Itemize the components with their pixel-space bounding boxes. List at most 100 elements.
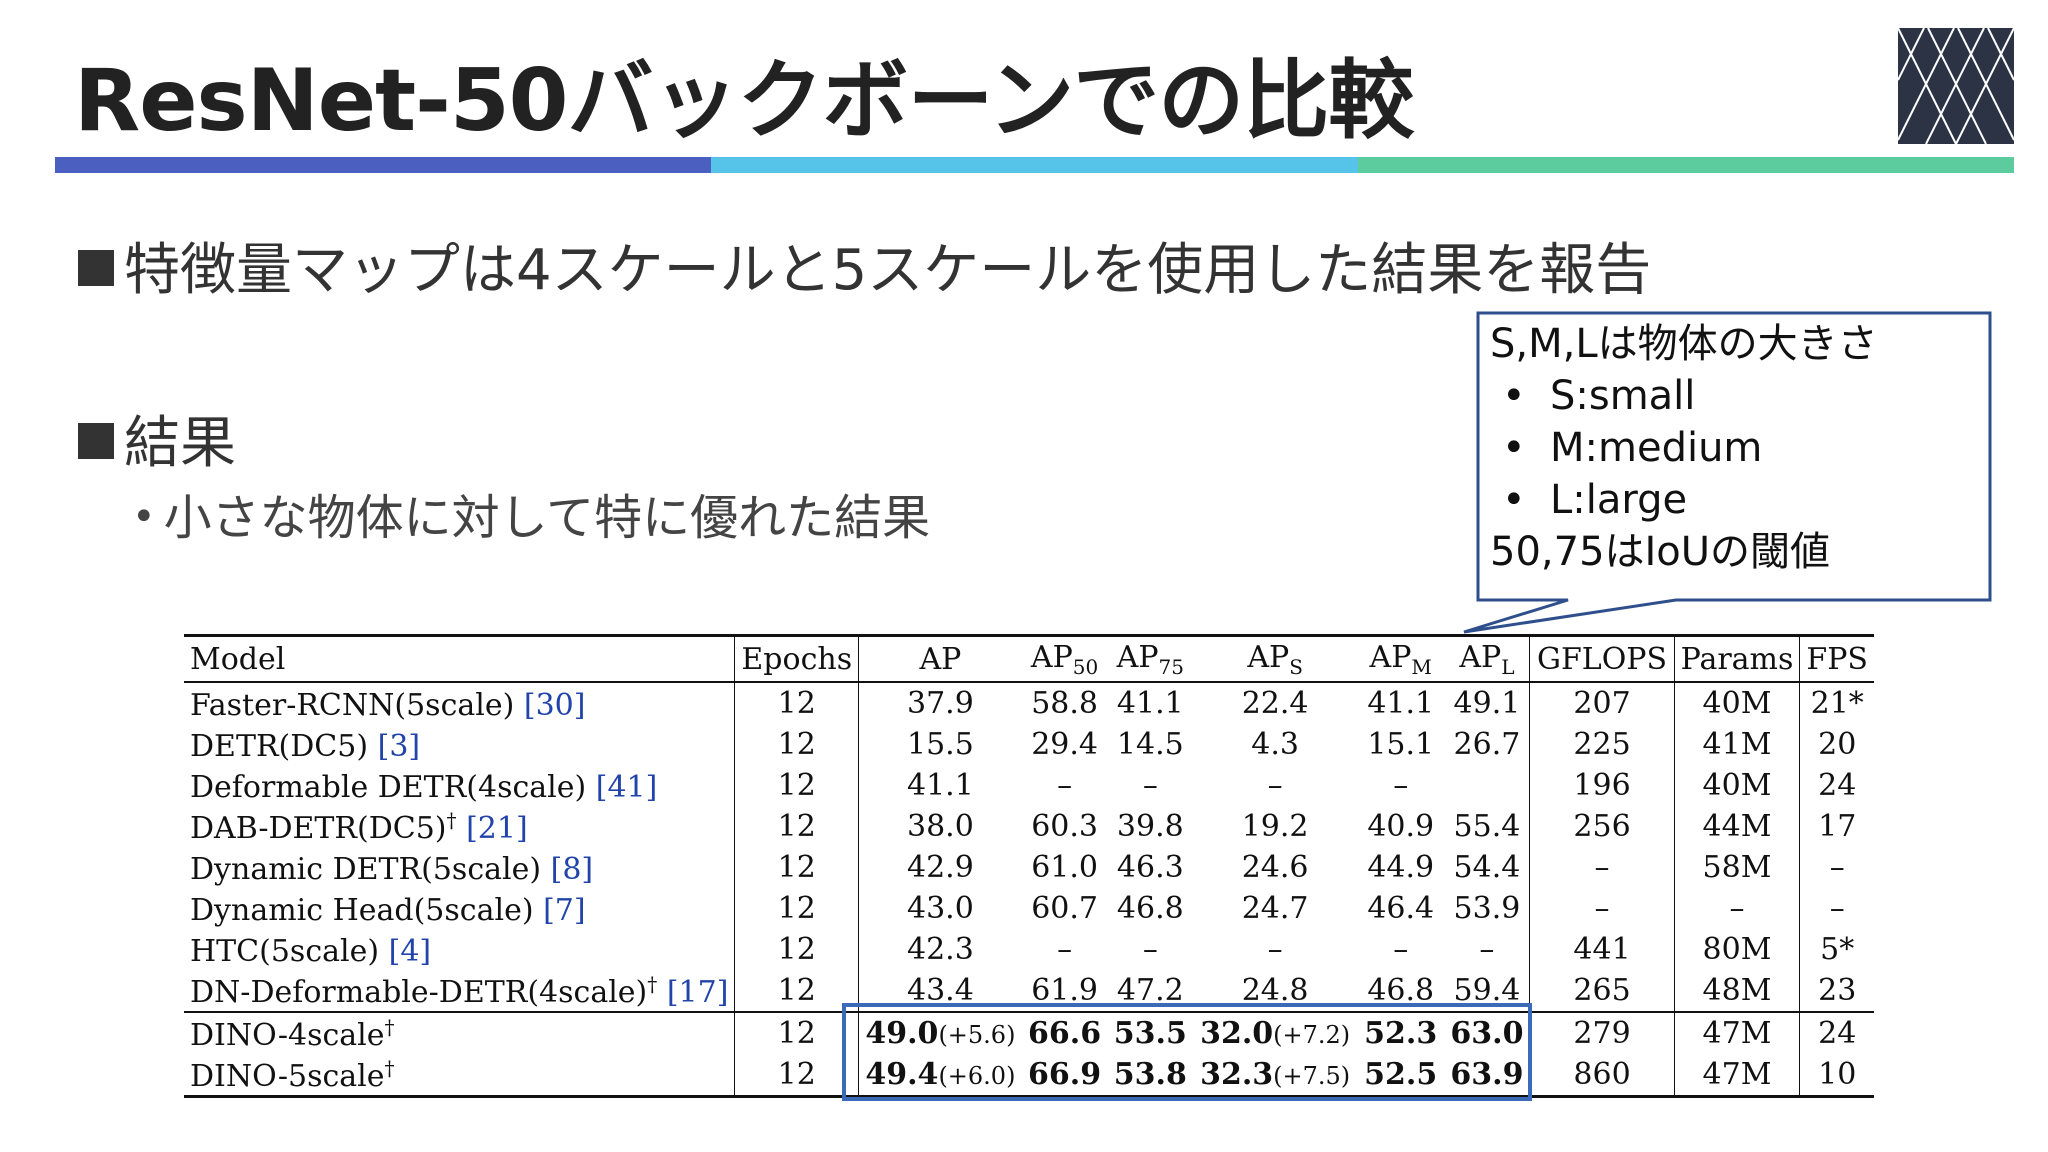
cell-ap: 38.0 <box>907 809 974 844</box>
callout-item-large: • L:large <box>1490 474 1960 526</box>
citation-link[interactable]: [41] <box>595 769 658 805</box>
col-header-aps: APS <box>1247 639 1303 679</box>
dagger-mark: † <box>384 1055 395 1080</box>
dot-bullet-icon: • <box>1502 373 1526 419</box>
cell-fps: 21* <box>1810 686 1864 721</box>
citation-link[interactable]: [7] <box>543 892 586 928</box>
sub-bullet-small-objects: • 小さな物体に対して特に優れた結果 <box>132 478 930 548</box>
cell-apl: 55.4 <box>1444 806 1531 847</box>
cell-epochs: 12 <box>734 806 860 847</box>
table-row: DINO-4scale† 12 49.0(+5.6) 66.6 53.5 32.0(+7… <box>184 1011 1874 1054</box>
cell-ap75: 47.2 <box>1116 973 1184 1008</box>
col-header-params: Params <box>1674 635 1801 682</box>
cell-apl <box>1444 765 1531 806</box>
dagger-mark: † <box>384 1014 395 1039</box>
cell-epochs: 12 <box>734 1054 860 1098</box>
col-header-ap75: AP75 <box>1116 639 1184 679</box>
callout-item-medium: • M:medium <box>1490 422 1960 474</box>
model-name: DINO-5scale <box>190 1058 385 1094</box>
cell-ap: 42.3 <box>907 932 974 967</box>
bullet-text: 結果 <box>124 411 236 476</box>
cell-ap75: 39.8 <box>1116 809 1184 844</box>
accent-bar-cyan <box>711 157 1358 173</box>
cell-gflops: 256 <box>1529 806 1675 847</box>
col-header-fps: FPS <box>1806 641 1868 677</box>
cell-fps: – <box>1829 891 1845 926</box>
cell-fps: 17 <box>1818 809 1857 844</box>
cell-aps: 22.4 <box>1241 686 1309 721</box>
diamond-lattice-icon <box>1898 28 2014 144</box>
cell-aps: – <box>1267 932 1283 967</box>
cell-epochs: 12 <box>734 970 860 1012</box>
cell-ap75: 14.5 <box>1116 727 1184 762</box>
cell-apl: – <box>1444 929 1531 970</box>
cell-model: DN-Deformable-DETR(4scale)† [17] <box>184 970 736 1012</box>
cell-apm: 46.8 <box>1367 973 1435 1008</box>
col-header-gflops: GFLOPS <box>1529 635 1675 682</box>
cell-aps: 19.2 <box>1241 809 1309 844</box>
cell-gflops: – <box>1529 888 1675 929</box>
cell-fps: 10 <box>1799 1054 1874 1098</box>
sub-bullet-text: 小さな物体に対して特に優れた結果 <box>163 490 931 546</box>
model-name: DINO-4scale <box>190 1017 385 1053</box>
cell-params: 47M <box>1674 1054 1801 1098</box>
cell-fps: 23 <box>1818 973 1857 1008</box>
cell-params: – <box>1674 888 1801 929</box>
dot-bullet-icon: • <box>132 494 156 540</box>
cell-fps: 24 <box>1818 768 1857 803</box>
citation-link[interactable]: [8] <box>550 851 594 887</box>
cell-epochs: 12 <box>734 765 860 806</box>
cell-params: 47M <box>1674 1011 1801 1054</box>
cell-apl: 63.0 <box>1444 1011 1531 1054</box>
table-row: DAB-DETR(DC5)† [21] 12 38.0 60.3 39.8 19.2 40.… <box>184 806 1874 847</box>
cell-model: DINO-5scale† <box>184 1054 736 1098</box>
col-header-ap: AP <box>919 641 962 677</box>
citation-link[interactable]: [21] <box>466 810 528 846</box>
cell-ap: 49.4(+6.0) <box>858 1054 1022 1098</box>
cell-ap50: – <box>1057 768 1073 803</box>
citation-link[interactable]: [4] <box>388 933 432 969</box>
cell-model: DAB-DETR(DC5)† [21] <box>184 806 736 847</box>
cell-gflops: – <box>1529 847 1675 888</box>
cell-ap: 43.0 <box>907 891 974 926</box>
dot-bullet-icon: • <box>1502 477 1526 523</box>
cell-gflops: 225 <box>1529 724 1675 765</box>
cell-params: 48M <box>1674 970 1801 1012</box>
cell-fps: 5* <box>1820 932 1855 967</box>
cell-epochs: 12 <box>734 682 860 724</box>
cell-params: 44M <box>1674 806 1801 847</box>
cell-gflops: 860 <box>1529 1054 1675 1098</box>
cell-fps: 20 <box>1818 727 1857 762</box>
callout-item-small: • S:small <box>1490 370 1960 422</box>
col-header-apm: APM <box>1369 639 1432 679</box>
cell-apl: 49.1 <box>1444 682 1531 724</box>
cell-params: 80M <box>1674 929 1801 970</box>
cell-apl: 54.4 <box>1444 847 1531 888</box>
cell-ap: 49.0(+5.6) <box>858 1011 1022 1054</box>
results-table: Model Epochs AP AP50 AP75 APS APM APL GF… <box>184 634 1874 1098</box>
cell-ap75: 53.5 <box>1107 1011 1194 1054</box>
ap-gain: (+5.6) <box>938 1021 1016 1049</box>
cell-ap75: – <box>1142 768 1158 803</box>
citation-link[interactable]: [17] <box>666 974 729 1010</box>
model-name: DETR(DC5) <box>190 728 369 764</box>
cell-apm: – <box>1393 932 1409 967</box>
table-header-row: Model Epochs AP AP50 AP75 APS APM APL GF… <box>184 635 1874 682</box>
citation-link[interactable]: [30] <box>523 687 586 723</box>
table-row: Dynamic Head(5scale) [7] 12 43.0 60.7 46.8 24… <box>184 888 1874 929</box>
table-row: HTC(5scale) [4] 12 42.3– – – – –441 80M 5* <box>184 929 1874 970</box>
cell-params: 40M <box>1674 682 1801 724</box>
citation-link[interactable]: [3] <box>377 728 421 764</box>
table-row: DINO-5scale† 12 49.4(+6.0) 66.9 53.8 32.3(+7… <box>184 1054 1874 1098</box>
square-bullet-icon <box>78 422 114 459</box>
cell-model: Dynamic Head(5scale) [7] <box>184 888 736 929</box>
cell-model: DETR(DC5) [3] <box>184 724 736 765</box>
accent-bar-green <box>1358 157 2014 173</box>
cell-model: Faster-RCNN(5scale) [30] <box>184 682 736 724</box>
cell-aps: 24.7 <box>1241 891 1309 926</box>
aps-gain: (+7.5) <box>1273 1062 1351 1090</box>
cell-ap50: 61.0 <box>1031 850 1098 885</box>
model-name: DN-Deformable-DETR(4scale) <box>190 974 648 1010</box>
cell-model: HTC(5scale) [4] <box>184 929 736 970</box>
cell-ap50: 60.7 <box>1031 891 1098 926</box>
